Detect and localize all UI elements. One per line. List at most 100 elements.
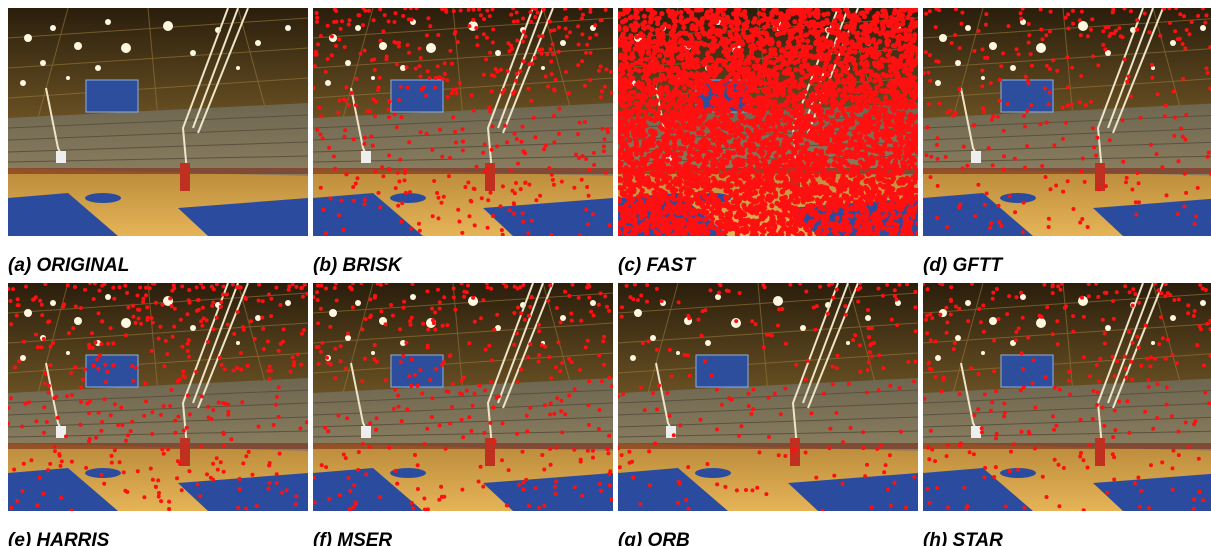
keypoint xyxy=(769,203,774,208)
keypoint xyxy=(352,199,356,203)
keypoint xyxy=(638,177,643,182)
keypoint xyxy=(799,50,804,55)
keypoint xyxy=(536,11,540,15)
keypoint xyxy=(891,211,896,216)
keypoint xyxy=(875,74,880,79)
keypoint xyxy=(758,132,763,137)
keypoint xyxy=(482,73,486,77)
keypoint xyxy=(618,122,623,127)
keypoint xyxy=(888,73,893,78)
keypoint xyxy=(677,195,682,200)
keypoint xyxy=(753,66,758,71)
keypoint xyxy=(522,59,526,63)
keypoint xyxy=(451,88,455,92)
keypoint xyxy=(875,124,880,129)
keypoint xyxy=(528,10,532,14)
keypoint xyxy=(867,77,872,82)
keypoint xyxy=(435,191,439,195)
keypoint xyxy=(481,151,485,155)
keypoint xyxy=(696,168,701,173)
keypoint xyxy=(706,66,711,71)
keypoint xyxy=(713,153,718,158)
keypoint xyxy=(905,178,910,183)
keypoint xyxy=(851,95,856,100)
keypoint xyxy=(789,71,794,76)
keypoint xyxy=(871,119,876,124)
keypoint xyxy=(342,98,346,102)
keypoint xyxy=(521,17,525,21)
keypoint xyxy=(379,39,383,43)
keypoint xyxy=(849,189,854,194)
keypoint xyxy=(853,148,858,153)
keypoint xyxy=(622,114,627,119)
keypoint xyxy=(541,34,545,38)
keypoint xyxy=(862,93,867,98)
keypoint xyxy=(549,233,553,237)
keypoint xyxy=(822,159,827,164)
keypoint xyxy=(547,166,551,170)
keypoint xyxy=(616,14,621,19)
keypoint xyxy=(354,103,358,107)
keypoint xyxy=(471,18,475,22)
keypoint xyxy=(461,127,465,131)
keypoint xyxy=(733,51,738,56)
keypoint xyxy=(793,67,798,72)
keypoint xyxy=(629,56,634,61)
keypoint xyxy=(909,233,914,238)
keypoint xyxy=(885,222,890,227)
keypoint xyxy=(407,140,411,144)
keypoint xyxy=(754,211,759,216)
keypoint xyxy=(351,185,355,189)
keypoint xyxy=(838,17,843,22)
keypoint xyxy=(805,39,810,44)
keypoint xyxy=(843,154,848,159)
keypoint xyxy=(552,28,556,32)
keypoint xyxy=(588,7,592,11)
keypoint xyxy=(728,102,733,107)
keypoint xyxy=(474,26,478,30)
keypoint xyxy=(651,171,656,176)
keypoint xyxy=(430,148,434,152)
keypoint xyxy=(475,165,479,169)
keypoint xyxy=(697,20,702,25)
keypoint xyxy=(669,233,674,238)
keypoint xyxy=(580,178,584,182)
keypoint xyxy=(728,33,733,38)
keypoint xyxy=(894,227,899,232)
keypoint xyxy=(673,92,678,97)
keypoint xyxy=(795,45,800,50)
keypoint xyxy=(576,24,580,28)
keypoint xyxy=(437,216,441,220)
keypoint xyxy=(742,206,747,211)
keypoint xyxy=(872,79,877,84)
keypoint xyxy=(620,71,625,76)
keypoint xyxy=(448,156,452,160)
keypoint xyxy=(524,181,528,185)
keypoint xyxy=(499,204,503,208)
keypoint xyxy=(521,40,525,44)
keypoint xyxy=(489,191,493,195)
keypoint xyxy=(467,24,471,28)
keypoint xyxy=(689,13,694,18)
keypoint xyxy=(891,105,896,110)
keypoint xyxy=(672,143,677,148)
keypoint xyxy=(857,153,862,158)
keypoint xyxy=(508,208,512,212)
keypoint xyxy=(623,204,628,209)
keypoint xyxy=(593,23,597,27)
keypoint xyxy=(396,204,400,208)
keypoint xyxy=(826,178,831,183)
keypoint xyxy=(798,68,803,73)
keypoint xyxy=(846,224,851,229)
keypoint xyxy=(538,194,542,198)
keypoint xyxy=(816,48,821,53)
keypoint xyxy=(428,24,432,28)
keypoint xyxy=(378,76,382,80)
keypoint xyxy=(807,229,812,234)
keypoint xyxy=(621,19,626,24)
keypoint xyxy=(418,47,422,51)
keypoint xyxy=(634,223,639,228)
keypoint xyxy=(654,113,659,118)
keypoint xyxy=(340,19,344,23)
keypoint xyxy=(343,45,347,49)
